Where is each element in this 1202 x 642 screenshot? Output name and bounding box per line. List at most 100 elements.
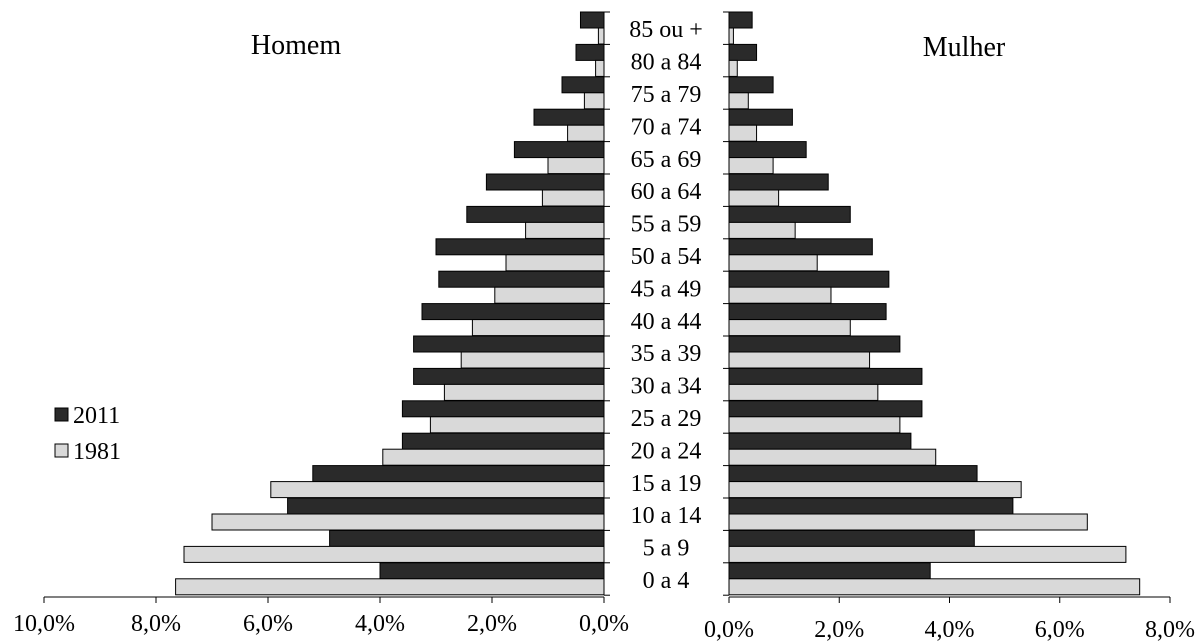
age-label: 15 a 19: [631, 471, 702, 497]
bar-mulher-2011-65-a-69: [728, 141, 807, 159]
bar-homem-1981-80-a-84: [595, 59, 605, 77]
bar-mulher-1981-75-a-79: [728, 92, 749, 110]
age-group-labels: 0 a 4 5 a 9 10 a 14 15 a 19 20 a 24 25 a 29 30…: [629, 17, 703, 594]
bar-mulher-2011-15-a-19: [728, 465, 978, 483]
bar-homem-2011-40-a-44: [421, 303, 605, 321]
bar-mulher-2011-25-a-29: [728, 400, 923, 418]
bar-homem-2011-35-a-39: [413, 335, 605, 353]
bar-homem-1981-20-a-24: [382, 448, 605, 466]
bar-mulher-1981-50-a-54: [728, 254, 818, 272]
bar-mulher-1981-10-a-14: [728, 513, 1088, 531]
age-label: 45 a 49: [631, 276, 702, 302]
bar-mulher-2011-0-a-4: [728, 562, 931, 580]
homem-x-tick-label: 6,0%: [243, 611, 293, 637]
bar-homem-1981-35-a-39: [460, 351, 605, 369]
legend: 2011 1981: [54, 403, 121, 465]
bar-mulher-2011-30-a-34: [728, 367, 923, 385]
bar-homem-2011-15-a-19: [312, 465, 605, 483]
mulher-x-tick-label: 0,0%: [704, 617, 754, 642]
bar-homem-1981-30-a-34: [443, 383, 605, 401]
bar-homem-1981-45-a-49: [494, 286, 605, 304]
age-label: 65 a 69: [631, 147, 702, 173]
bar-mulher-1981-20-a-24: [728, 448, 937, 466]
mulher-panel-label: Mulher: [923, 32, 1006, 63]
age-label: 30 a 34: [631, 374, 702, 400]
age-label: 40 a 44: [631, 309, 702, 335]
bar-mulher-1981-40-a-44: [728, 319, 851, 337]
age-label: 20 a 24: [631, 438, 702, 464]
bar-homem-1981-40-a-44: [471, 319, 605, 337]
homem-panel-label: Homem: [251, 30, 341, 61]
homem-x-tick-label: 2,0%: [467, 611, 517, 637]
age-label: 35 a 39: [631, 341, 702, 367]
bar-mulher-1981-85-ou-+: [728, 27, 734, 45]
age-label: 10 a 14: [631, 503, 702, 529]
age-label: 5 a 9: [643, 536, 690, 562]
legend-swatch-2011: [54, 407, 69, 422]
bar-homem-2011-10-a-14: [287, 497, 605, 515]
mulher-x-tick-label: 8,0%: [1145, 617, 1195, 642]
mulher-x-tick-label: 2,0%: [814, 617, 864, 642]
bar-mulher-2011-40-a-44: [728, 303, 887, 321]
legend-label-2011: 2011: [73, 403, 120, 429]
bar-homem-2011-5-a-9: [329, 529, 605, 547]
bar-homem-1981-55-a-59: [525, 221, 605, 239]
bar-homem-1981-85-ou-+: [597, 27, 605, 45]
bar-homem-2011-85-ou-+: [579, 11, 605, 29]
bar-homem-1981-10-a-14: [211, 513, 605, 531]
bar-mulher-2011-35-a-39: [728, 335, 901, 353]
bar-homem-2011-20-a-24: [401, 432, 605, 450]
bar-mulher-2011-85-ou-+: [728, 11, 753, 29]
mulher-panel: 0,0% 2,0% 4,0% 6,0% 8,0% Mulher: [704, 11, 1195, 642]
bar-mulher-1981-15-a-19: [728, 481, 1022, 499]
age-label: 85 ou +: [629, 17, 703, 43]
bar-mulher-1981-5-a-9: [728, 545, 1127, 563]
bar-mulher-2011-20-a-24: [728, 432, 912, 450]
legend-swatch-1981: [54, 443, 69, 458]
bar-mulher-2011-45-a-49: [728, 270, 890, 288]
bar-homem-1981-70-a-74: [567, 124, 605, 142]
age-label: 60 a 64: [631, 179, 702, 205]
bar-homem-1981-65-a-69: [547, 157, 605, 175]
bar-mulher-2011-5-a-9: [728, 529, 975, 547]
bar-mulher-1981-55-a-59: [728, 221, 796, 239]
bar-mulher-1981-35-a-39: [728, 351, 871, 369]
homem-x-tick-label: 0,0%: [579, 611, 629, 637]
bar-mulher-2011-10-a-14: [728, 497, 1014, 515]
bar-mulher-2011-80-a-84: [728, 43, 758, 61]
bar-homem-1981-25-a-29: [429, 416, 605, 434]
bar-homem-2011-65-a-69: [513, 141, 605, 159]
age-label: 70 a 74: [631, 114, 702, 140]
age-label: 75 a 79: [631, 82, 702, 108]
bar-homem-2011-25-a-29: [401, 400, 605, 418]
bar-homem-2011-30-a-34: [413, 367, 605, 385]
bar-mulher-1981-65-a-69: [728, 157, 774, 175]
bar-homem-1981-75-a-79: [583, 92, 605, 110]
bar-homem-2011-0-a-4: [379, 562, 605, 580]
bar-mulher-2011-60-a-64: [728, 173, 829, 191]
bar-mulher-1981-25-a-29: [728, 416, 901, 434]
age-label: 80 a 84: [631, 50, 702, 76]
bar-homem-2011-70-a-74: [533, 108, 605, 126]
bar-mulher-2011-70-a-74: [728, 108, 793, 126]
bar-homem-1981-15-a-19: [270, 481, 605, 499]
legend-label-1981: 1981: [73, 439, 121, 465]
bar-homem-2011-60-a-64: [485, 173, 605, 191]
bar-mulher-1981-45-a-49: [728, 286, 832, 304]
bar-mulher-1981-30-a-34: [728, 383, 879, 401]
mulher-x-tick-label: 6,0%: [1035, 617, 1085, 642]
bar-mulher-2011-75-a-79: [728, 76, 774, 94]
bar-homem-2011-45-a-49: [438, 270, 605, 288]
bar-mulher-1981-80-a-84: [728, 59, 738, 77]
bar-mulher-2011-50-a-54: [728, 238, 873, 256]
bar-homem-2011-50-a-54: [435, 238, 605, 256]
homem-x-tick-label: 8,0%: [131, 611, 181, 637]
age-label: 0 a 4: [643, 568, 690, 594]
bar-homem-2011-80-a-84: [575, 43, 605, 61]
bar-homem-1981-5-a-9: [183, 545, 605, 563]
bar-mulher-2011-55-a-59: [728, 205, 851, 223]
bar-homem-2011-55-a-59: [466, 205, 605, 223]
age-label: 25 a 29: [631, 406, 702, 432]
homem-panel: 10,0% 8,0% 6,0% 4,0% 2,0% 0,0% Homem: [13, 11, 629, 637]
